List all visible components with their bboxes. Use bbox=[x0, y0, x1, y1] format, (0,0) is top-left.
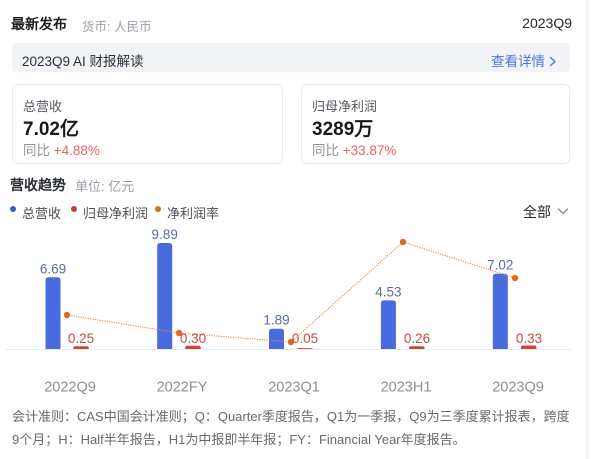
svg-text:0.05: 0.05 bbox=[292, 331, 318, 346]
svg-text:0.33: 0.33 bbox=[516, 331, 542, 346]
svg-text:7.02: 7.02 bbox=[487, 258, 513, 273]
svg-text:0.30: 0.30 bbox=[180, 331, 206, 346]
svg-text:2023Q9: 2023Q9 bbox=[492, 380, 544, 396]
svg-text:2023H1: 2023H1 bbox=[381, 380, 432, 396]
svg-text:1.89: 1.89 bbox=[263, 313, 289, 328]
svg-text:2022FY: 2022FY bbox=[157, 380, 208, 396]
svg-text:9.89: 9.89 bbox=[152, 227, 178, 242]
svg-text:6.69: 6.69 bbox=[40, 261, 66, 276]
svg-text:2022Q9: 2022Q9 bbox=[44, 380, 96, 396]
svg-text:4.53: 4.53 bbox=[375, 284, 401, 299]
svg-text:2023Q1: 2023Q1 bbox=[268, 380, 320, 396]
svg-text:0.26: 0.26 bbox=[404, 331, 430, 346]
svg-text:0.25: 0.25 bbox=[68, 331, 94, 346]
